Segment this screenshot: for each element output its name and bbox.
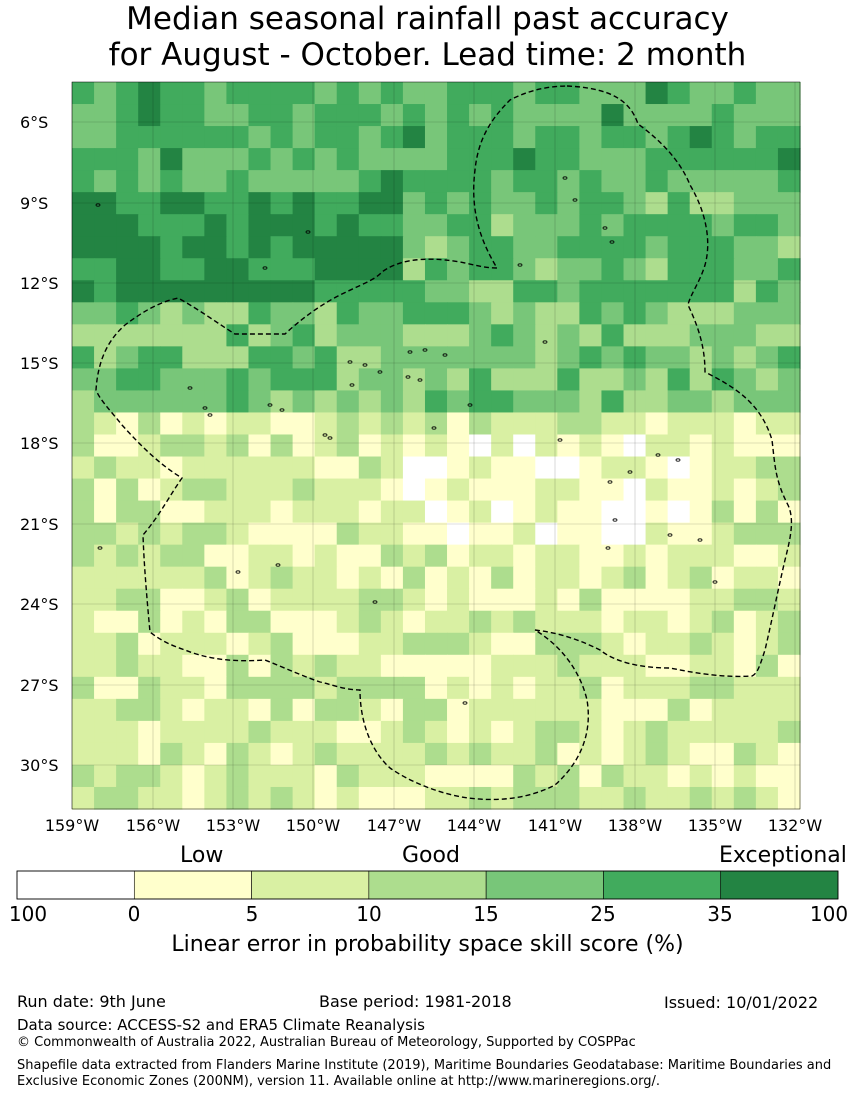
colorbar-tick: 100 xyxy=(809,902,849,926)
lat-label-15s: 15°S xyxy=(20,354,59,373)
lon-label-150w: 150°W xyxy=(285,816,341,835)
lat-label-9s: 9°S xyxy=(20,194,49,213)
map-frame xyxy=(71,81,801,810)
lat-label-18s: 18°S xyxy=(20,434,59,453)
colorbar xyxy=(16,870,839,900)
lat-label-6s: 6°S xyxy=(20,113,49,132)
colorbar-label: Linear error in probability space skill … xyxy=(171,932,684,957)
map-title-line1: Median seasonal rainfall past accuracy xyxy=(126,1,729,37)
colorbar-tick: 0 xyxy=(127,902,141,926)
data-source: Data source: ACCESS-S2 and ERA5 Climate … xyxy=(17,1016,425,1034)
lon-label-159w: 159°W xyxy=(44,816,100,835)
copyright: © Commonwealth of Australia 2022, Austra… xyxy=(17,1035,636,1050)
lat-label-24s: 24°S xyxy=(20,595,59,614)
colorbar-tick: 15 xyxy=(473,902,499,926)
run-date: Run date: 9th June xyxy=(17,992,166,1011)
map-title-line2: for August - October. Lead time: 2 month xyxy=(108,37,747,73)
colorbar-tick: 35 xyxy=(707,902,733,926)
base-period: Base period: 1981-2018 xyxy=(319,992,512,1011)
colorbar-tick: 100 xyxy=(8,902,48,926)
lon-label-135w: 135°W xyxy=(687,816,743,835)
colorbar-tick: 25 xyxy=(590,902,616,926)
skill-grid xyxy=(72,82,801,810)
lat-label-12s: 12°S xyxy=(20,274,59,293)
lat-label-30s: 30°S xyxy=(20,756,59,775)
colorbar-tick: 10 xyxy=(356,902,382,926)
lon-label-147w: 147°W xyxy=(366,816,422,835)
lon-label-132w: 132°W xyxy=(767,816,823,835)
colorbar-tick: 5 xyxy=(245,902,259,926)
islands xyxy=(95,176,718,705)
category-exceptional: Exceptional xyxy=(719,843,847,868)
category-low: Low xyxy=(180,843,224,868)
lat-label-27s: 27°S xyxy=(20,676,59,695)
lon-label-153w: 153°W xyxy=(205,816,261,835)
lon-label-138w: 138°W xyxy=(607,816,663,835)
category-good: Good xyxy=(402,843,460,868)
lat-label-21s: 21°S xyxy=(20,515,59,534)
lon-label-156w: 156°W xyxy=(125,816,181,835)
issued-date: Issued: 10/01/2022 xyxy=(664,993,819,1012)
shapefile-note: Shapefile data extracted from Flanders M… xyxy=(17,1058,832,1089)
lon-label-141w: 141°W xyxy=(527,816,583,835)
lon-label-144w: 144°W xyxy=(446,816,502,835)
